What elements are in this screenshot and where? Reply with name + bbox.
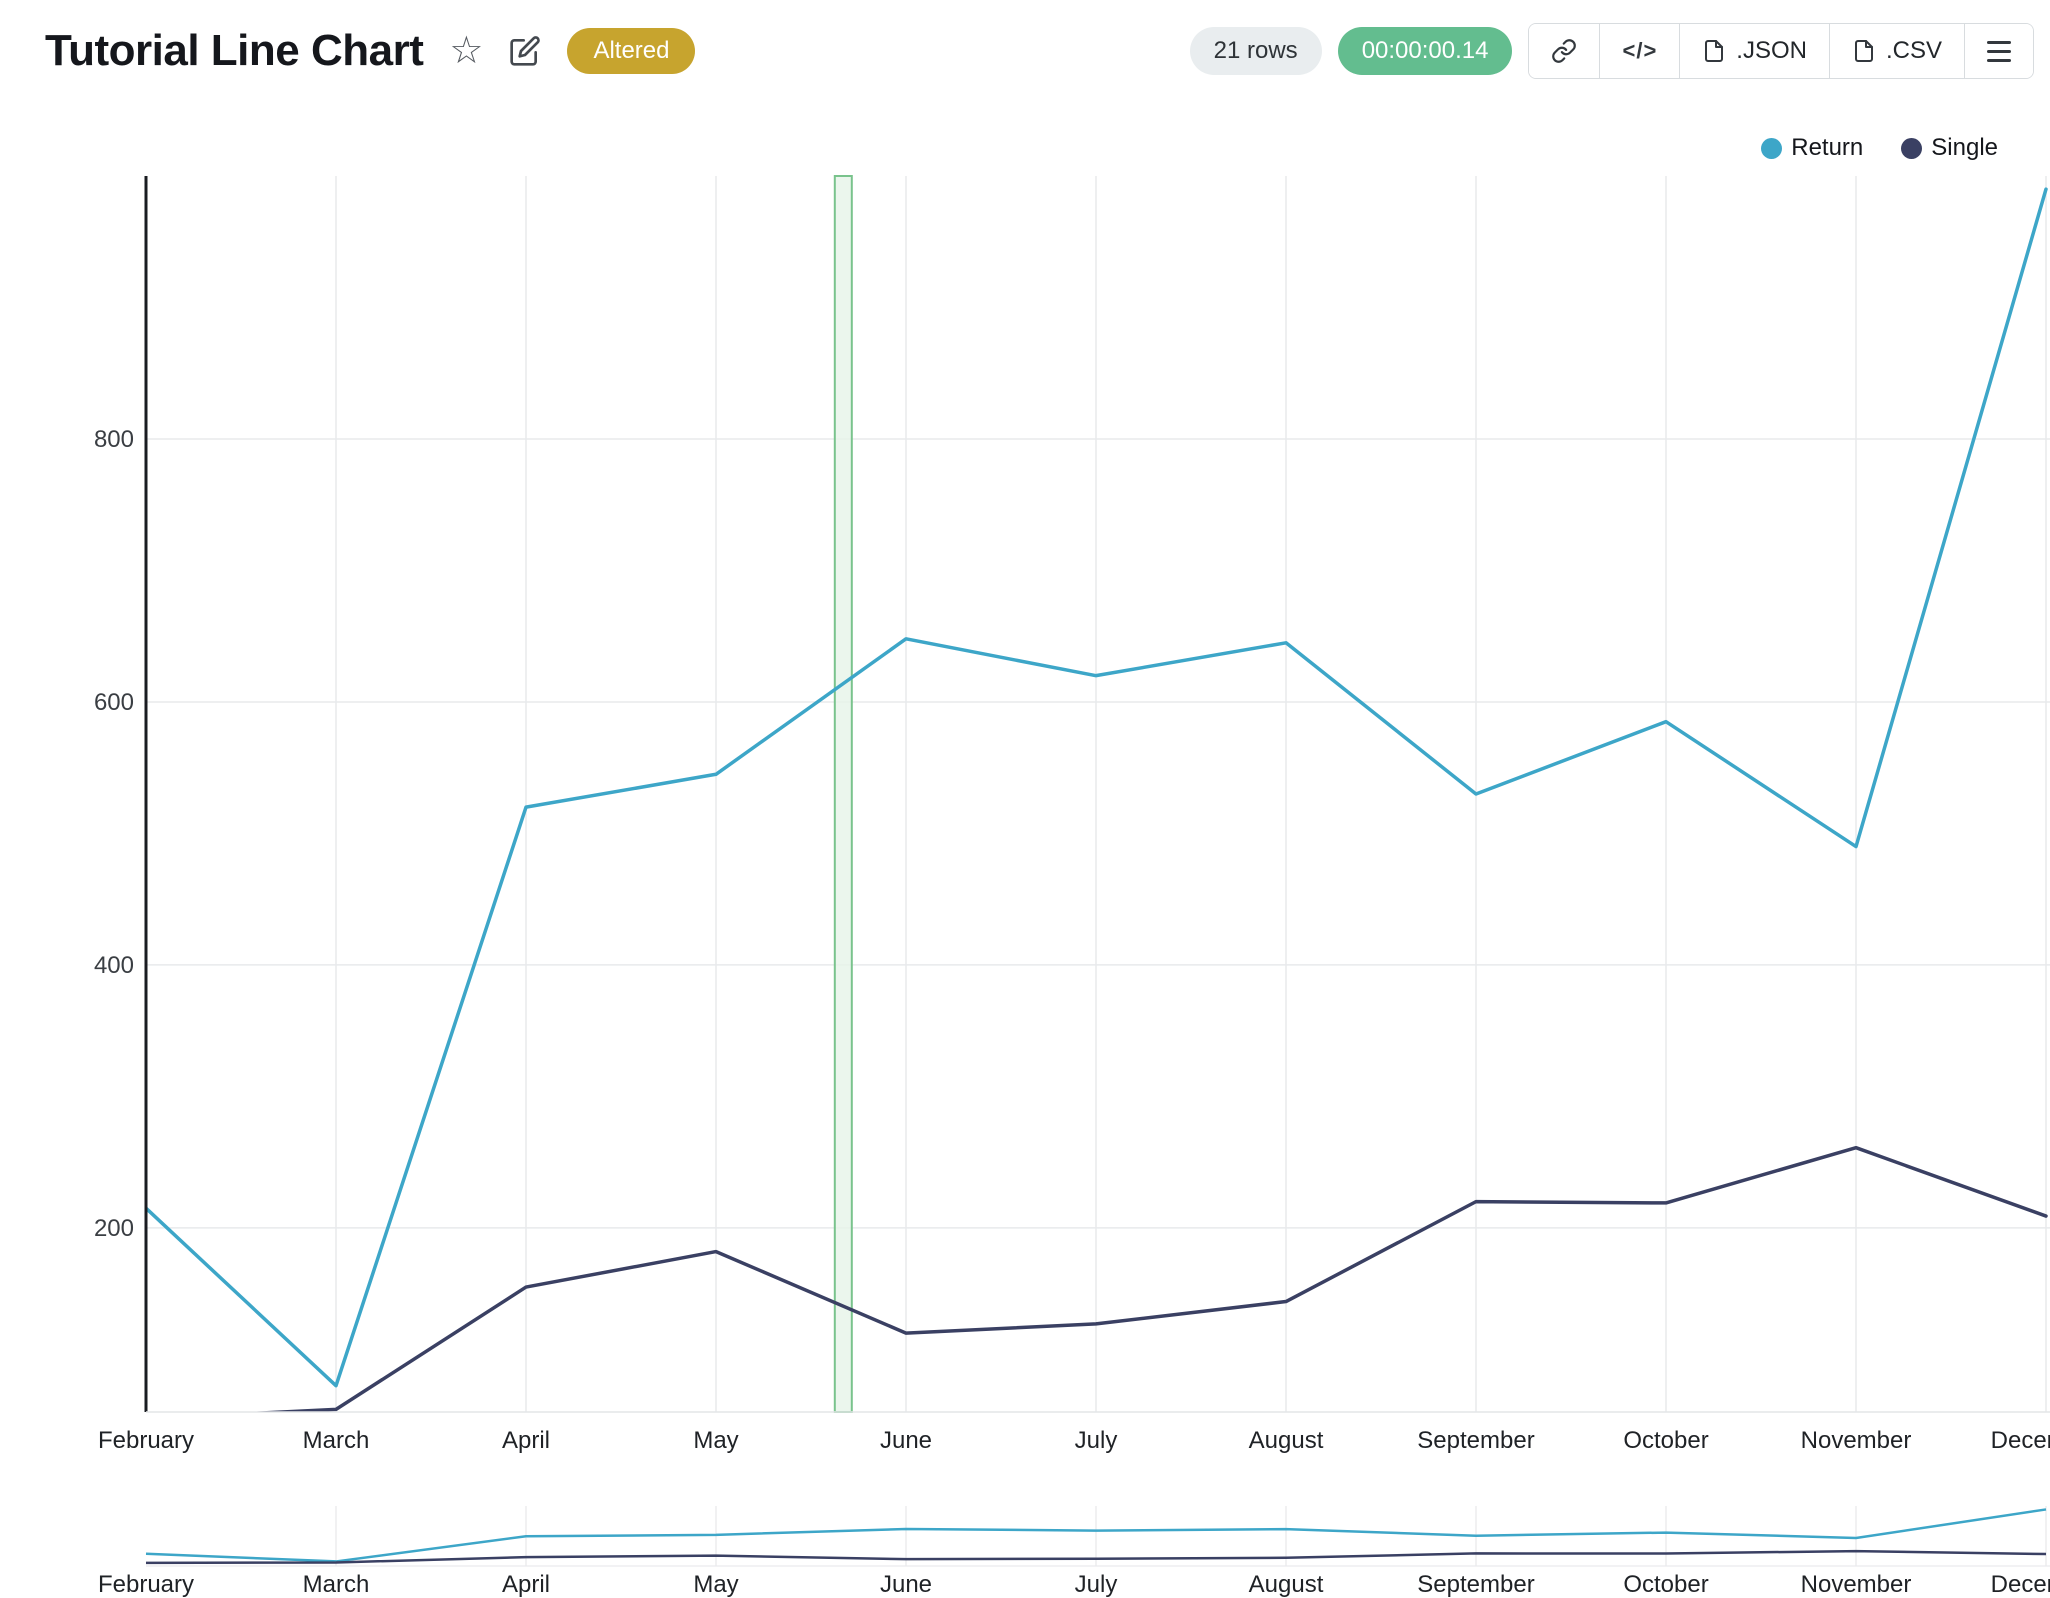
minimap-x-label: October <box>1623 1571 1708 1598</box>
legend-label-single: Single <box>1931 134 1998 161</box>
minimap-single-line <box>145 1549 2047 1565</box>
y-axis-tick-label: 400 <box>94 952 134 979</box>
x-axis-label: November <box>1801 1427 1912 1454</box>
export-csv-button[interactable]: .CSV <box>1828 24 1964 78</box>
minimap-x-label: July <box>1075 1571 1118 1598</box>
minimap-return-line <box>145 1508 2047 1563</box>
legend-item-single[interactable]: Single <box>1901 134 1998 162</box>
x-axis-label: August <box>1249 1427 1324 1454</box>
page-title: Tutorial Line Chart <box>45 26 424 75</box>
json-file-icon <box>1705 40 1724 62</box>
minimap-x-label: March <box>303 1571 370 1598</box>
export-json-label: .JSON <box>1736 37 1807 64</box>
x-axis-label: December <box>1991 1427 2050 1454</box>
x-axis-label: May <box>693 1427 738 1454</box>
share-link-button[interactable] <box>1529 24 1600 78</box>
minimap-x-label: April <box>502 1571 550 1598</box>
y-axis-tick-label: 600 <box>94 689 134 716</box>
row-count-badge: 21 rows <box>1189 27 1322 75</box>
favorite-star-icon[interactable]: ☆ <box>449 30 484 72</box>
single-series-line <box>245 1145 2048 1412</box>
chart-legend: Return Single <box>1761 134 1998 162</box>
return-series-dot <box>1761 137 1783 159</box>
header-actions: 21 rows 00:00:00.14 </> .JSON <box>1189 23 2034 79</box>
x-axis-label: July <box>1075 1427 1118 1454</box>
header-bar: Tutorial Line Chart ☆ Altered 21 rows 00… <box>45 18 2034 84</box>
embed-code-button[interactable]: </> <box>1599 24 1680 78</box>
minimap-x-label: September <box>1417 1571 1534 1598</box>
minimap-x-label: February <box>98 1571 194 1598</box>
x-axis-label: April <box>502 1427 550 1454</box>
menu-button[interactable] <box>1964 24 2033 78</box>
single-series-dot <box>1901 137 1923 159</box>
y-axis-tick-label: 800 <box>94 426 134 453</box>
legend-label-return: Return <box>1791 134 1864 161</box>
csv-file-icon <box>1854 40 1873 62</box>
export-csv-label: .CSV <box>1885 37 1942 64</box>
minimap-x-label: May <box>693 1571 738 1598</box>
export-json-button[interactable]: .JSON <box>1679 24 1829 78</box>
minimap-x-label: June <box>880 1571 932 1598</box>
query-timer-badge: 00:00:00.14 <box>1337 27 1513 75</box>
x-axis-label: June <box>880 1427 932 1454</box>
minimap-x-label: August <box>1249 1571 1324 1598</box>
x-axis-label: October <box>1623 1427 1708 1454</box>
x-axis-label: September <box>1417 1427 1534 1454</box>
legend-item-return[interactable]: Return <box>1761 134 1863 162</box>
y-axis-tick-label: 200 <box>94 1215 134 1242</box>
code-icon: </> <box>1622 38 1658 63</box>
link-icon <box>1552 39 1577 63</box>
edit-icon[interactable] <box>509 35 541 67</box>
export-toolbar: </> .JSON .CSV <box>1528 23 2034 79</box>
return-series-line <box>146 187 2048 1388</box>
hamburger-icon <box>1987 40 2011 62</box>
x-axis-label: March <box>303 1427 370 1454</box>
altered-badge: Altered <box>567 28 696 74</box>
highlight-band[interactable] <box>833 175 853 1413</box>
x-axis-label: February <box>98 1427 194 1454</box>
minimap-x-label: December <box>1991 1571 2050 1598</box>
minimap-x-label: November <box>1801 1571 1912 1598</box>
